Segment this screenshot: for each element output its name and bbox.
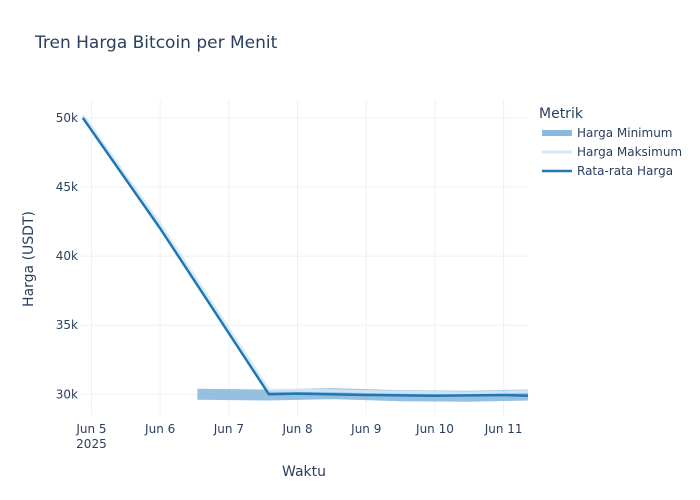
legend-label: Harga Minimum <box>577 126 673 140</box>
legend-item-harga-maksimum[interactable]: Harga Maksimum <box>542 145 682 159</box>
y-tick-label: 30k <box>56 387 78 401</box>
legend-item-harga-minimum[interactable]: Harga Minimum <box>542 126 673 140</box>
series-rata-rata-harga <box>81 117 529 397</box>
x-tick-label: Jun 11 <box>484 422 523 436</box>
y-tick-label: 50k <box>56 111 78 125</box>
y-tick-label: 40k <box>56 249 78 263</box>
chart-title: Tren Harga Bitcoin per Menit <box>35 33 278 53</box>
series-line <box>81 117 529 397</box>
legend-title: Metrik <box>539 106 584 122</box>
x-tick-label: Jun 8 <box>281 422 312 436</box>
x-tick-label: Jun 6 <box>144 422 175 436</box>
legend-label: Rata-rata Harga <box>577 164 673 178</box>
x-tick-label: Jun 7 <box>213 422 244 436</box>
series-layer <box>81 114 529 402</box>
y-tick-label: 45k <box>56 180 78 194</box>
x-tick-label: Jun 9 <box>350 422 381 436</box>
x-tick-label: Jun 10 <box>415 422 454 436</box>
x-tick-sublabel: 2025 <box>76 437 107 451</box>
y-tick-label: 35k <box>56 318 78 332</box>
series-line <box>81 114 529 395</box>
legend[interactable]: Metrik Harga Minimum Harga Maksimum Rata-r… <box>539 106 682 178</box>
legend-label: Harga Maksimum <box>577 145 682 159</box>
x-axis-title: Waktu <box>282 464 326 480</box>
grid <box>80 100 528 415</box>
series-harga-maksimum <box>81 114 529 395</box>
x-tick-label: Jun 5 <box>75 422 106 436</box>
y-axis-title: Harga (USDT) <box>21 211 37 307</box>
legend-item-rata-rata-harga[interactable]: Rata-rata Harga <box>542 164 673 178</box>
